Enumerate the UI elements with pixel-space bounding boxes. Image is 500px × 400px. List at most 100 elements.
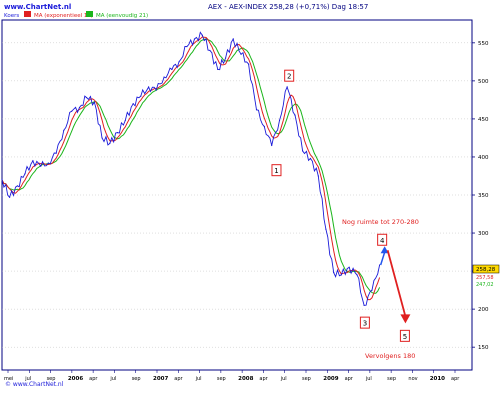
price-point [116, 132, 119, 134]
price-point [201, 34, 203, 36]
wave-label: 4 [380, 237, 385, 245]
price-point [240, 53, 242, 55]
price-point [378, 264, 381, 266]
annotation-layer: 1 2 3 4 5 [271, 69, 411, 342]
legend-ma10: MA (exponentieel 10) [34, 13, 93, 19]
y-tick-label: 450 [478, 117, 489, 123]
price-point [301, 150, 304, 152]
y-tick-label: 200 [478, 307, 489, 313]
wave-label-box [399, 329, 410, 342]
price-point [317, 175, 319, 177]
legend-ma10-swatch [24, 11, 31, 17]
price-point [55, 152, 57, 154]
x-tick-label: 2010 [430, 376, 445, 382]
price-point [93, 101, 96, 103]
price-point [101, 137, 103, 139]
last-ma10-value: 257,58 [476, 275, 494, 281]
x-tick-label: 2006 [68, 376, 83, 382]
note-top: Nog ruimte tot 270-280 [342, 218, 419, 226]
y-tick-label: 500 [478, 79, 489, 85]
price-point [132, 103, 134, 105]
x-axis: mei jul sep 2006 apr jul sep 2007 apr jul sep 2008 a… [4, 370, 460, 382]
price-point [1, 179, 3, 181]
price-point [294, 114, 296, 116]
wave-label: 5 [403, 333, 407, 341]
x-tick-label: sep [387, 376, 396, 382]
series-layer [1, 31, 381, 306]
x-tick-label: jul [109, 376, 116, 382]
x-tick-label: sep [302, 376, 311, 382]
ma10-line [1, 36, 381, 301]
price-point [178, 61, 180, 63]
last-price-box [472, 264, 500, 274]
price-point [278, 119, 281, 122]
y-tick-label: 400 [478, 155, 489, 161]
price-point [248, 63, 250, 65]
x-tick-label: mei [4, 376, 13, 382]
price-point [171, 68, 173, 71]
price-point [333, 272, 335, 274]
grid [2, 42, 472, 348]
wave-label: 2 [287, 73, 291, 81]
arrow-up-line [379, 252, 386, 266]
x-tick-label: nov [408, 376, 417, 382]
x-tick-label: sep [217, 376, 226, 382]
price-point [340, 274, 342, 276]
price-point [47, 162, 49, 164]
x-tick-label: 2008 [238, 376, 253, 382]
legend-ma21-swatch [86, 11, 93, 17]
x-tick-label: apr [345, 376, 354, 382]
arrow-up-head [380, 246, 389, 254]
price-point [363, 304, 365, 306]
y-tick-label: 350 [478, 193, 489, 199]
chart-title: AEX - AEX-INDEX 258,28 (+0,71%) Dag 18:5… [208, 3, 368, 11]
price-point [16, 185, 19, 187]
price-point [148, 86, 150, 88]
x-tick-label: jul [24, 376, 31, 382]
price-point [325, 228, 327, 230]
price-point [255, 109, 258, 111]
price-point [71, 110, 73, 112]
price-point [371, 289, 373, 291]
price-point [24, 173, 26, 175]
price-line [1, 31, 381, 306]
ma21-line [1, 38, 381, 294]
x-tick-label: 2009 [323, 376, 338, 382]
arrow-down-line [386, 250, 407, 317]
wave-label-box [359, 316, 370, 329]
x-tick-label: apr [451, 376, 460, 382]
price-point [32, 160, 34, 162]
watermark-top: www.ChartNet.nl [4, 3, 71, 11]
x-tick-label: jul [365, 376, 372, 382]
x-tick-label: jul [195, 376, 202, 382]
last-ma21-value: 247,02 [476, 282, 494, 288]
y-tick-label: 300 [478, 231, 489, 237]
legend-ma21: MA (eenvoudig 21) [96, 13, 148, 19]
price-point [40, 165, 42, 167]
wave-label: 3 [363, 320, 367, 328]
price-point [271, 144, 273, 147]
x-tick-label: jul [280, 376, 287, 382]
price-point [263, 125, 265, 128]
x-tick-label: sep [47, 376, 56, 382]
wave-label-box [271, 164, 282, 177]
wave-label: 1 [274, 167, 278, 175]
x-tick-label: sep [132, 376, 141, 382]
price-point [8, 196, 11, 198]
watermark-bottom: © www.ChartNet.nl [5, 381, 64, 388]
price-point [225, 57, 227, 59]
price-point [163, 76, 165, 78]
price-point [109, 142, 111, 144]
price-point [286, 86, 288, 88]
price-point [348, 266, 350, 268]
price-point [155, 89, 157, 91]
price-point [309, 157, 312, 160]
price-point [124, 119, 126, 122]
price-point [78, 106, 81, 109]
x-tick-label: apr [174, 376, 183, 382]
price-point [140, 95, 142, 97]
price-point [85, 97, 88, 99]
price-point [209, 49, 211, 52]
x-tick-label: 2007 [153, 376, 168, 382]
y-tick-label: 550 [478, 41, 489, 47]
